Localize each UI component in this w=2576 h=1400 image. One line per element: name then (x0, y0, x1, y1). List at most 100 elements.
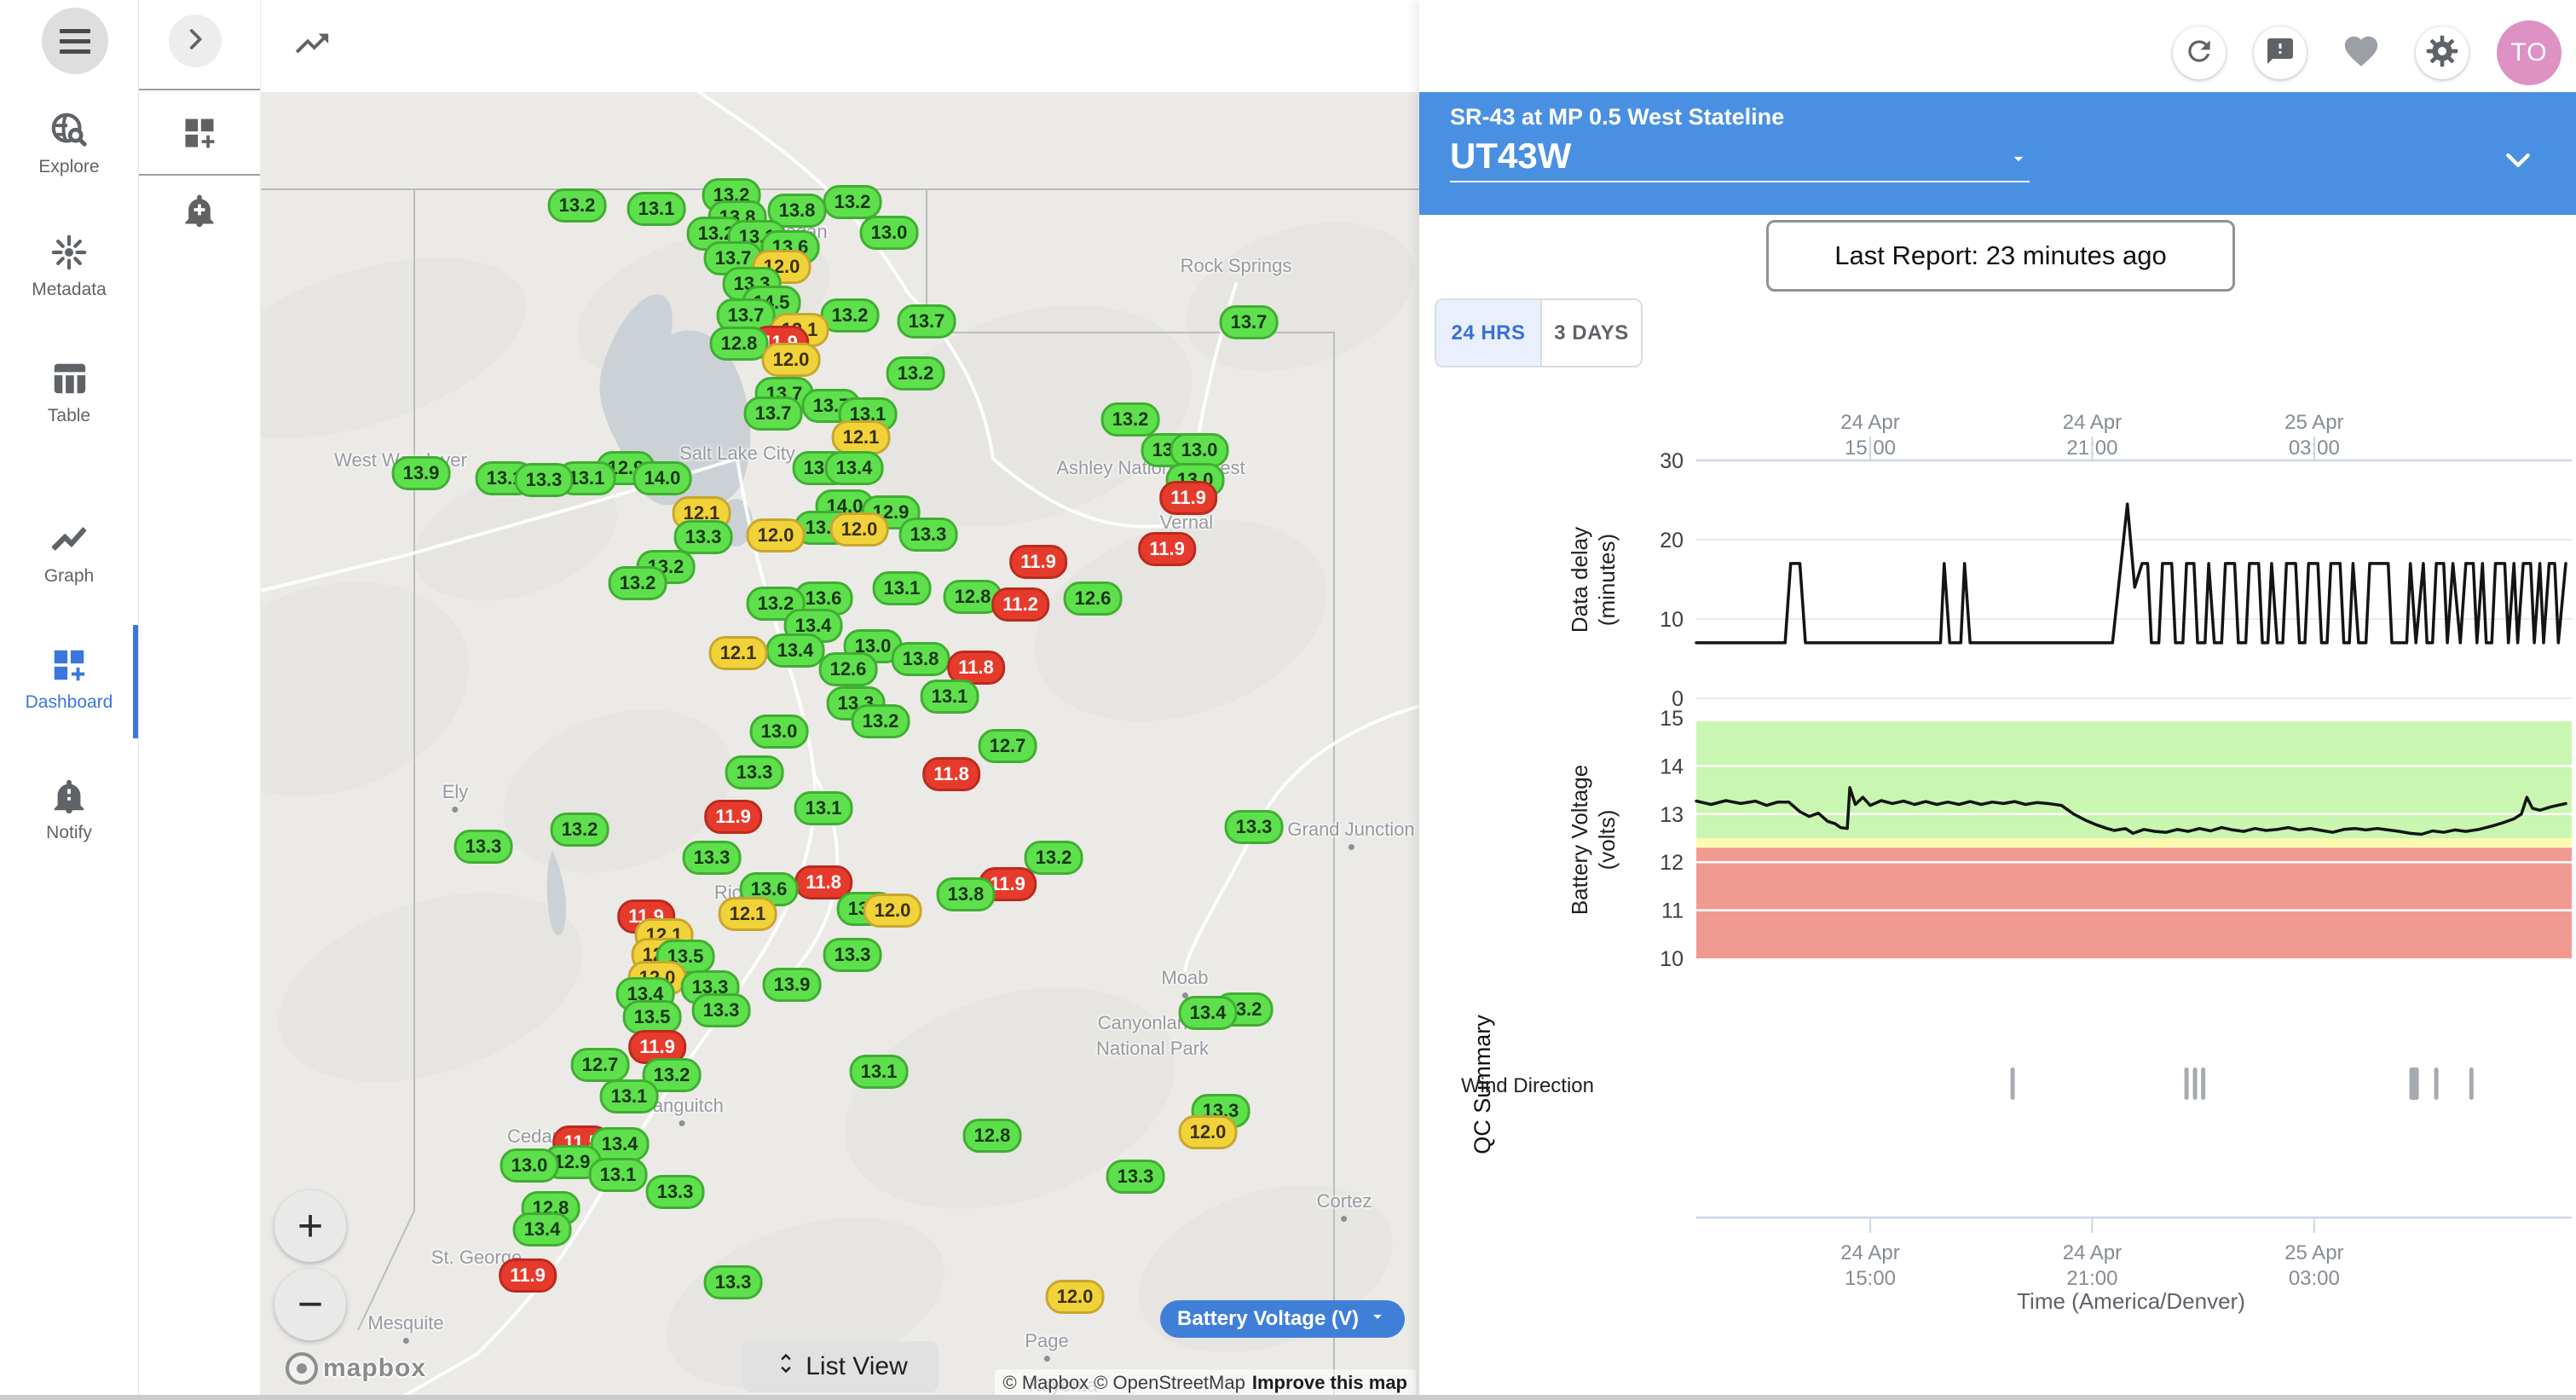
station-marker[interactable]: 12.1 (718, 897, 777, 931)
refresh-button[interactable] (2173, 26, 2226, 79)
station-marker[interactable]: 13.7 (743, 396, 803, 431)
sidebar-item-graph[interactable]: Graph (0, 518, 138, 587)
station-marker[interactable]: 13.4 (1178, 996, 1238, 1030)
station-select[interactable]: UT43W (1450, 138, 2030, 182)
station-marker[interactable]: 13.1 (588, 1158, 648, 1192)
station-marker[interactable]: 13.0 (500, 1148, 559, 1183)
collapse-panel-chevron-icon[interactable] (2501, 143, 2535, 182)
settings-button[interactable] (2416, 26, 2469, 79)
station-marker[interactable]: 13.2 (820, 298, 880, 333)
station-marker[interactable]: 12.7 (978, 729, 1037, 763)
add-dashboard-button[interactable] (179, 114, 220, 155)
station-marker[interactable]: 13.0 (1170, 433, 1229, 467)
station-marker[interactable]: 14.0 (632, 461, 692, 495)
station-marker[interactable]: 12.8 (709, 327, 769, 361)
station-marker[interactable]: 13.2 (550, 813, 609, 847)
station-marker[interactable]: 13.3 (691, 993, 751, 1027)
tab-24-hrs[interactable]: 24 HRS (1436, 300, 1540, 366)
station-marker[interactable]: 13.3 (703, 1265, 763, 1299)
station-marker[interactable]: 13.3 (1224, 810, 1284, 844)
station-marker[interactable]: 13.2 (608, 566, 667, 600)
station-marker[interactable]: 13.2 (1024, 841, 1083, 875)
station-marker[interactable]: 12.0 (863, 894, 922, 928)
feedback-button[interactable] (2254, 26, 2307, 79)
improve-map-link[interactable]: Improve this map (1251, 1372, 1407, 1393)
station-marker[interactable]: 13.2 (851, 704, 910, 738)
station-marker[interactable]: 12.1 (831, 420, 891, 454)
map-metric-dropdown[interactable]: Battery Voltage (V) (1160, 1300, 1405, 1338)
station-marker[interactable]: 12.0 (746, 518, 806, 552)
station-marker[interactable]: 11.9 (979, 867, 1037, 901)
station-marker[interactable]: 13.9 (762, 968, 822, 1002)
station-marker[interactable]: 12.1 (708, 636, 768, 670)
mapbox-logo[interactable]: mapbox (286, 1352, 426, 1385)
station-marker[interactable]: 12.0 (761, 343, 821, 377)
station-marker[interactable]: 12.0 (829, 512, 889, 547)
last-report-button[interactable]: Last Report: 23 minutes ago (1766, 220, 2235, 292)
station-marker[interactable]: 12.8 (962, 1119, 1022, 1153)
station-marker[interactable]: 13.2 (823, 185, 882, 219)
tab-3-days[interactable]: 3 DAYS (1540, 300, 1641, 366)
station-marker[interactable]: 13.4 (765, 633, 825, 668)
station-marker[interactable]: 13.4 (824, 451, 884, 485)
station-marker[interactable]: 13.3 (898, 518, 958, 552)
station-marker[interactable]: 11.9 (1159, 481, 1217, 515)
station-marker[interactable]: 13.7 (897, 304, 956, 338)
station-marker[interactable]: 13.3 (645, 1175, 705, 1209)
station-marker[interactable]: 12.0 (1178, 1115, 1238, 1149)
station-marker[interactable]: 11.9 (1009, 545, 1067, 579)
trending-up-icon[interactable] (292, 24, 332, 67)
station-marker[interactable]: 13.1 (920, 680, 979, 714)
list-view-button[interactable]: List View (742, 1341, 939, 1392)
station-marker[interactable]: 13.1 (872, 571, 932, 605)
station-marker[interactable]: 13.3 (453, 830, 513, 864)
station-marker[interactable]: 12.6 (818, 652, 878, 686)
station-marker[interactable]: 11.2 (991, 587, 1049, 622)
station-marker[interactable]: 13.1 (599, 1079, 659, 1114)
station-marker[interactable]: 13.5 (656, 940, 715, 974)
station-marker[interactable]: 13.3 (725, 755, 784, 790)
sidebar-item-notify[interactable]: Notify (0, 775, 138, 843)
station-marker[interactable]: 13.0 (859, 216, 919, 250)
station-marker[interactable]: 13.7 (1219, 305, 1279, 339)
station-marker[interactable]: 13.5 (622, 1000, 682, 1034)
station-marker[interactable]: 13.2 (547, 188, 607, 223)
station-marker[interactable]: 13.1 (849, 1055, 909, 1089)
station-marker[interactable]: 13.2 (1100, 402, 1160, 437)
station-marker[interactable]: 13.3 (823, 938, 882, 972)
station-marker[interactable]: 13.3 (682, 841, 742, 875)
menu-button[interactable] (42, 8, 108, 74)
station-marker[interactable]: 11.8 (922, 757, 980, 791)
station-marker[interactable]: 13.3 (673, 520, 733, 554)
map-zoom-in-button[interactable]: + (274, 1190, 346, 1262)
sidebar-item-metadata[interactable]: Metadata (0, 232, 138, 300)
station-marker[interactable]: 13.3 (1106, 1160, 1165, 1194)
add-alert-button[interactable] (179, 191, 220, 232)
station-marker[interactable]: 12.6 (1063, 581, 1123, 616)
station-marker[interactable]: 13.2 (886, 356, 945, 390)
station-marker[interactable]: 13.9 (391, 456, 451, 490)
station-marker[interactable]: 13.1 (794, 791, 853, 825)
station-marker[interactable]: 13.1 (627, 192, 686, 226)
station-marker[interactable]: 12.7 (570, 1048, 630, 1082)
sidebar-item-table[interactable]: Table (0, 358, 138, 426)
station-marker[interactable]: 13.8 (936, 877, 996, 911)
sidebar-item-explore[interactable]: Explore (0, 109, 138, 177)
station-marker[interactable]: 11.9 (1138, 532, 1196, 566)
station-marker[interactable]: 13.3 (514, 463, 574, 497)
favorite-button[interactable] (2335, 26, 2388, 79)
station-marker[interactable]: 11.9 (499, 1258, 557, 1293)
attribution-text[interactable]: © Mapbox © OpenStreetMap (1002, 1372, 1245, 1393)
station-marker[interactable]: 11.8 (794, 865, 852, 900)
avatar[interactable]: TO (2497, 20, 2562, 85)
sidebar-item-dashboard[interactable]: Dashboard (0, 645, 138, 713)
map-zoom-out-button[interactable]: − (274, 1269, 346, 1340)
station-marker[interactable]: 11.8 (947, 651, 1005, 685)
expand-panel-button[interactable] (169, 14, 222, 67)
station-marker[interactable]: 12.0 (1045, 1280, 1105, 1314)
station-marker[interactable]: 13.4 (512, 1212, 572, 1247)
station-marker[interactable]: 11.9 (704, 800, 762, 834)
station-marker[interactable]: 13.0 (749, 714, 809, 749)
station-marker[interactable]: 13.8 (891, 642, 950, 676)
